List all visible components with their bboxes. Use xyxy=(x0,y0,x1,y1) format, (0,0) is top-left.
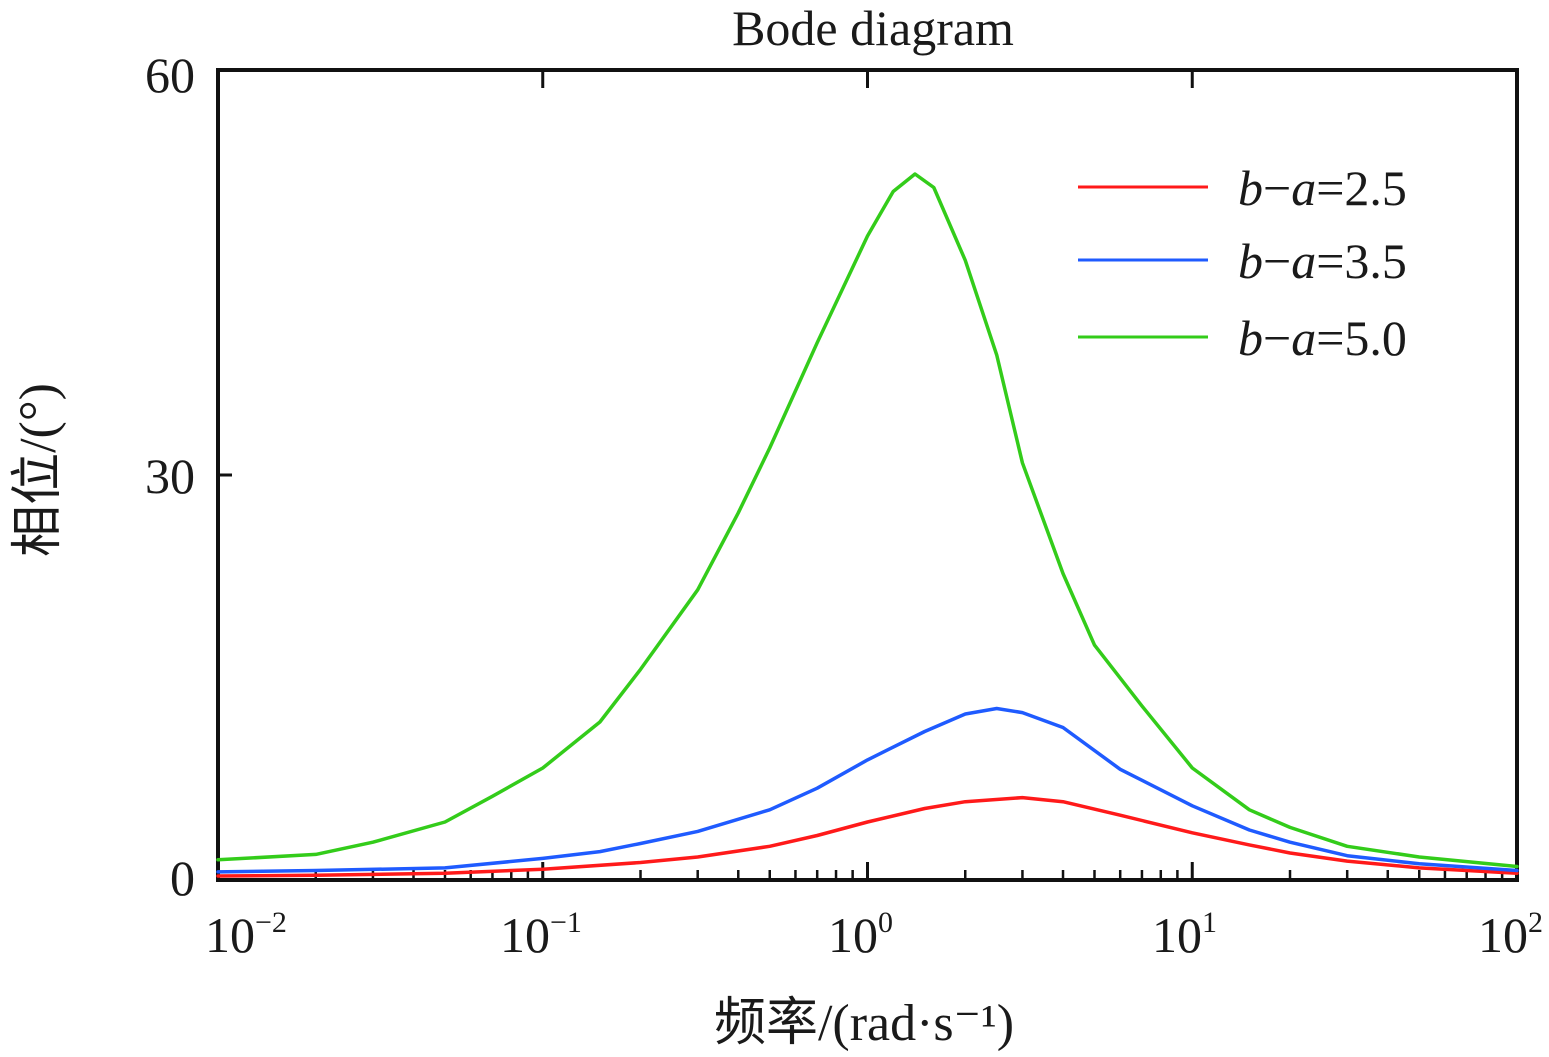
y-tick-label-30: 30 xyxy=(145,448,195,504)
x-tick-label-4: 102 xyxy=(1478,906,1543,963)
legend-label-2-5: b−a=2.5 xyxy=(1238,160,1407,216)
y-tick-labels: 0 30 60 xyxy=(145,47,195,906)
series-line-1 xyxy=(216,706,1519,874)
legend-label-3-5: b−a=3.5 xyxy=(1238,233,1407,289)
legend-label-5-0: b−a=5.0 xyxy=(1238,310,1407,366)
x-tick-label-2: 100 xyxy=(828,906,893,963)
series-line-0 xyxy=(216,795,1519,878)
x-tick-label-1: 10−1 xyxy=(500,906,582,963)
y-tick-label-60: 60 xyxy=(145,47,195,103)
y-axis-label: 相位/(°) xyxy=(10,383,67,557)
axis-ticks xyxy=(216,68,1519,882)
legend: b−a=2.5 b−a=3.5 b−a=5.0 xyxy=(1078,160,1407,366)
x-axis-label: 频率/(rad·s⁻¹) xyxy=(714,995,1014,1052)
chart-title: Bode diagram xyxy=(732,0,1014,56)
series-lines xyxy=(216,172,1519,878)
series-line-2 xyxy=(216,172,1519,869)
x-tick-label-0: 10−2 xyxy=(205,906,287,963)
y-tick-label-0: 0 xyxy=(170,850,195,906)
x-tick-label-3: 101 xyxy=(1152,906,1217,963)
x-tick-labels: 10−2 10−1 100 101 102 xyxy=(205,906,1543,963)
